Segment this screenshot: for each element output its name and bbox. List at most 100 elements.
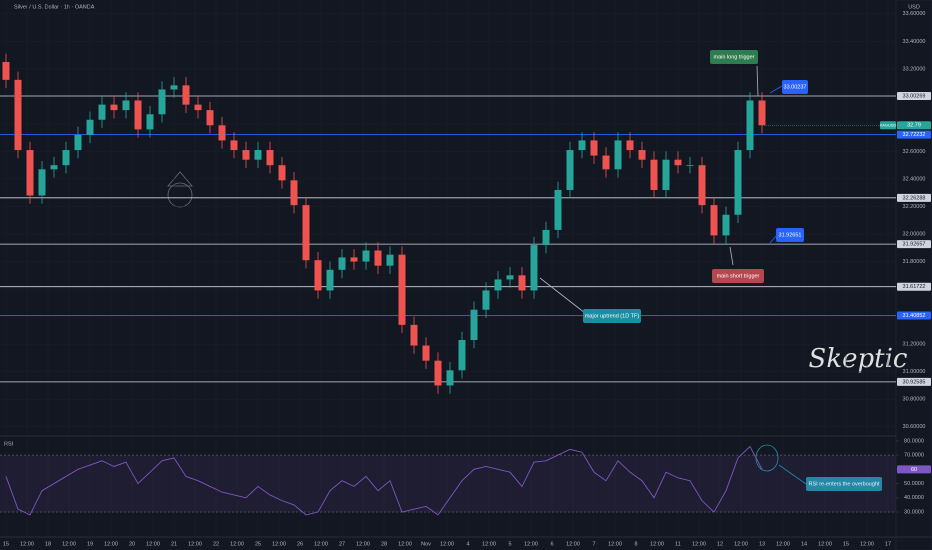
candle-body (86, 119, 94, 135)
candle-body (98, 104, 106, 120)
candle-body (254, 150, 262, 160)
x-tick-label: 12:00 (860, 541, 874, 547)
level-label: 31.92657 (903, 242, 926, 248)
y-tick-label: 31.00000 (903, 369, 926, 375)
x-tick-label: 12 (717, 541, 723, 547)
candle-body (602, 155, 610, 170)
candle-body (146, 114, 154, 130)
candle-body (698, 165, 706, 206)
x-tick-label: 7 (592, 541, 595, 547)
candle-body (434, 360, 442, 386)
x-tick-label: 20 (129, 541, 135, 547)
candle-body (158, 89, 166, 115)
annotation-arrow (756, 65, 759, 97)
candle-body (638, 150, 646, 160)
level-label: 31.61722 (903, 284, 926, 290)
candle-body (506, 275, 514, 280)
x-tick-label: Nov (421, 541, 431, 547)
rsi-label: RSI (4, 441, 14, 447)
candle-body (374, 250, 382, 266)
rsi-tick-label: 50.0000 (904, 481, 924, 487)
price-axis (895, 0, 932, 550)
annotation-text: 31.92651 (779, 232, 802, 238)
level-label: 32.26288 (903, 195, 926, 201)
candle-body (266, 150, 274, 166)
candle-body (662, 159, 670, 190)
rsi-tick-label: 30.0000 (904, 509, 924, 515)
x-tick-label: 21 (171, 541, 177, 547)
x-tick-label: 12:00 (734, 541, 748, 547)
candle-body (482, 290, 490, 310)
x-tick-label: 12:00 (818, 541, 832, 547)
candle-body (590, 140, 598, 156)
x-tick-label: 28 (381, 541, 387, 547)
candle-body (746, 100, 754, 151)
candle-body (470, 309, 478, 341)
y-tick-label: 32.40000 (903, 176, 926, 182)
rsi-tick-label: 70.0000 (904, 453, 924, 459)
candle-body (74, 134, 82, 151)
annotation-box (712, 269, 764, 283)
x-tick-label: 12:00 (20, 541, 34, 547)
candle-body (722, 214, 730, 236)
candle-body (554, 189, 562, 230)
candle-body (206, 110, 214, 126)
candle-body (182, 85, 190, 105)
x-tick-label: 18 (45, 541, 51, 547)
level-badge (897, 130, 931, 139)
x-tick-label: 13 (759, 541, 765, 547)
candle-body (134, 100, 142, 130)
x-tick-label: 11 (675, 541, 681, 547)
candle-body (410, 324, 418, 346)
annotation-box (782, 80, 808, 94)
x-tick-label: 12:00 (692, 541, 706, 547)
x-tick-label: 15 (843, 541, 849, 547)
candle-body (110, 104, 118, 111)
annotation-box (776, 228, 804, 242)
candle-body (2, 61, 10, 80)
x-tick-label: 12:00 (440, 541, 454, 547)
candle-body (278, 165, 286, 181)
chart-title: Silver / U.S. Dollar · 1h · OANDA (14, 4, 95, 10)
x-tick-label: 12:00 (188, 541, 202, 547)
last-price-badge (897, 121, 931, 130)
rsi-band (0, 455, 896, 513)
candle-body (194, 104, 202, 111)
candle-body (314, 260, 322, 291)
x-tick-label: 12:00 (608, 541, 622, 547)
y-tick-label: 31.80000 (903, 259, 926, 265)
annotation-text: main long trigger (714, 54, 755, 60)
x-tick-label: 17 (885, 541, 891, 547)
symbol-badge (880, 121, 896, 130)
y-tick-label: 33.60000 (903, 11, 926, 17)
x-tick-label: 12:00 (650, 541, 664, 547)
x-tick-label: 12:00 (230, 541, 244, 547)
rsi-line (5, 445, 763, 516)
x-tick-label: 12:00 (314, 541, 328, 547)
candle-body (362, 250, 370, 262)
candle-body (386, 254, 394, 266)
candle-body (458, 340, 466, 371)
candle-body (326, 269, 334, 291)
annotation-text: major uptrend (1D TF) (585, 313, 639, 319)
candle-body (50, 165, 58, 170)
x-tick-label: 6 (550, 541, 553, 547)
level-badge (897, 311, 931, 320)
candle-body (398, 254, 406, 325)
candle-body (710, 205, 718, 236)
candle-body (218, 125, 226, 141)
level-label: 31.40852 (903, 313, 926, 319)
annotation-text: RSI re-enters the overbought (809, 481, 880, 487)
annotation-box (583, 309, 641, 323)
candle-body (62, 150, 70, 166)
candle-body (242, 150, 250, 160)
x-tick-label: 15 (3, 541, 9, 547)
level-label: 30.92585 (903, 379, 926, 385)
level-badge (897, 193, 931, 202)
x-tick-label: 8 (634, 541, 637, 547)
candle-body (422, 345, 430, 361)
candle-body (758, 100, 766, 126)
